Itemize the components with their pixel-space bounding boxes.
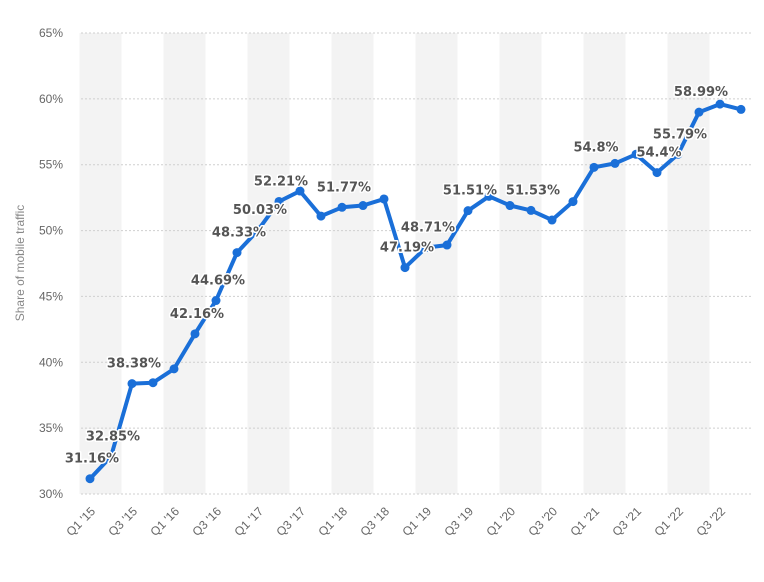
- data-point[interactable]: [169, 364, 179, 374]
- data-point[interactable]: [589, 162, 599, 172]
- data-point[interactable]: [736, 104, 746, 114]
- x-tick-label: Q3 '16: [189, 504, 224, 539]
- column-band: [667, 33, 710, 494]
- column-bands: [79, 33, 710, 494]
- data-point[interactable]: [715, 99, 725, 109]
- data-point[interactable]: [652, 168, 662, 178]
- y-axis-title: Share of mobile traffic: [13, 205, 27, 322]
- data-label: 31.16%: [65, 452, 119, 467]
- data-label: 58.99%: [674, 85, 728, 100]
- y-tick-label: 50%: [39, 224, 63, 238]
- data-point[interactable]: [379, 194, 389, 204]
- data-point[interactable]: [274, 196, 284, 206]
- data-labels: 31.16% 32.85% 38.38% 42.16% 44.69% 48.33% 50.0…: [63, 84, 729, 469]
- data-label: 51.51%: [443, 184, 497, 199]
- data-point[interactable]: [316, 211, 326, 221]
- y-tick-label: 45%: [39, 289, 63, 303]
- x-tick-label: Q3 '21: [609, 504, 644, 539]
- data-label: 51.53%: [506, 183, 560, 198]
- data-label: 38.38%: [107, 357, 161, 372]
- column-band: [331, 33, 374, 494]
- data-label: 47.19%: [380, 241, 434, 256]
- data-point[interactable]: [190, 329, 200, 339]
- data-label: 32.85%: [86, 429, 140, 444]
- data-label: 50.03%: [233, 203, 287, 218]
- data-point[interactable]: [463, 206, 473, 216]
- y-tick-label: 35%: [39, 421, 63, 435]
- data-point[interactable]: [442, 240, 452, 250]
- data-point[interactable]: [148, 378, 158, 388]
- y-tick-label: 40%: [39, 355, 63, 369]
- data-label: 54.4%: [636, 146, 681, 161]
- x-tick-label: Q1 '17: [231, 504, 266, 539]
- x-tick-label: Q3 '20: [525, 504, 560, 539]
- data-point[interactable]: [127, 379, 137, 389]
- data-point[interactable]: [421, 243, 431, 253]
- data-label: 44.69%: [191, 274, 245, 289]
- y-tick-label: 30%: [39, 487, 63, 501]
- x-tick-label: Q1 '21: [567, 504, 602, 539]
- column-band: [583, 33, 626, 494]
- data-point[interactable]: [295, 186, 305, 196]
- data-point[interactable]: [85, 474, 95, 484]
- data-points: [85, 99, 746, 484]
- data-label: 42.16%: [170, 307, 224, 322]
- data-point[interactable]: [505, 201, 515, 211]
- x-tick-label: Q1 '15: [63, 504, 98, 539]
- data-point[interactable]: [232, 248, 242, 258]
- x-tick-label: Q1 '18: [315, 504, 350, 539]
- data-point[interactable]: [694, 107, 704, 117]
- data-point[interactable]: [106, 451, 116, 461]
- x-axis-tick-labels: Q1 '15 Q3 '15 Q1 '16 Q3 '16 Q1 '17 Q3 '17 Q1 '…: [63, 504, 728, 539]
- data-point[interactable]: [253, 225, 263, 235]
- x-tick-label: Q3 '19: [441, 504, 476, 539]
- data-point[interactable]: [211, 296, 221, 306]
- data-label: 55.79%: [653, 127, 707, 142]
- x-tick-label: Q3 '18: [357, 504, 392, 539]
- data-label: 48.33%: [212, 226, 266, 241]
- data-point[interactable]: [358, 201, 368, 211]
- data-point[interactable]: [610, 158, 620, 168]
- y-tick-label: 60%: [39, 92, 63, 106]
- column-band: [79, 33, 122, 494]
- data-point[interactable]: [337, 202, 347, 212]
- x-tick-label: Q1 '20: [483, 504, 518, 539]
- data-point[interactable]: [631, 149, 641, 159]
- data-point[interactable]: [673, 149, 683, 159]
- x-tick-label: Q3 '17: [273, 504, 308, 539]
- data-point[interactable]: [568, 197, 578, 207]
- data-point[interactable]: [400, 263, 410, 273]
- column-band: [499, 33, 542, 494]
- data-point[interactable]: [484, 191, 494, 201]
- y-tick-label: 55%: [39, 158, 63, 172]
- data-point[interactable]: [547, 215, 557, 225]
- y-axis-tick-labels: 30% 35% 40% 45% 50% 55% 60% 65%: [39, 26, 63, 501]
- data-point[interactable]: [526, 205, 536, 215]
- x-tick-label: Q1 '16: [147, 504, 182, 539]
- y-tick-label: 65%: [39, 26, 63, 40]
- x-tick-label: Q3 '22: [693, 504, 728, 539]
- data-label: 51.77%: [317, 180, 371, 195]
- column-band: [163, 33, 206, 494]
- data-label: 48.71%: [401, 221, 455, 236]
- column-band: [247, 33, 290, 494]
- x-tick-label: Q1 '19: [399, 504, 434, 539]
- y-gridlines: [81, 32, 753, 495]
- data-label: 54.8%: [573, 140, 618, 155]
- x-tick-label: Q1 '22: [651, 504, 686, 539]
- x-tick-label: Q3 '15: [105, 504, 140, 539]
- column-band: [415, 33, 458, 494]
- data-label: 52.21%: [254, 174, 308, 189]
